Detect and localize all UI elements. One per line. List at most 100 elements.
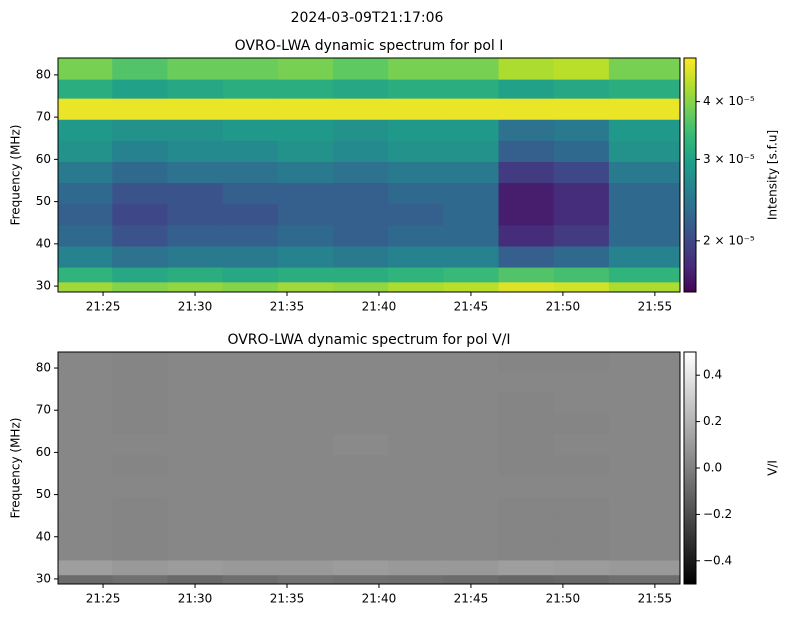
colorbar-step xyxy=(684,287,696,289)
heatmap-cell xyxy=(608,574,680,584)
colorbar-step xyxy=(684,217,696,219)
heatmap-cell xyxy=(498,352,555,373)
colorbar-step xyxy=(684,547,696,549)
heatmap-cell xyxy=(277,517,334,540)
colorbar-step xyxy=(684,165,696,167)
x-tick-label: 21:45 xyxy=(454,592,489,606)
colorbar-step xyxy=(684,79,696,81)
colorbar-step xyxy=(684,543,696,545)
heatmap-cell xyxy=(388,559,444,576)
heatmap-cell xyxy=(222,559,279,576)
colorbar-step xyxy=(684,214,696,216)
heatmap-cell xyxy=(222,98,279,120)
colorbar-step xyxy=(684,70,696,72)
colorbar-step xyxy=(684,187,696,189)
colorbar-step xyxy=(684,276,696,278)
heatmap-cell xyxy=(167,475,224,498)
colorbar-step xyxy=(684,538,696,540)
colorbar-step xyxy=(684,411,696,413)
heatmap-cell xyxy=(608,372,680,392)
colorbar-step xyxy=(684,435,696,437)
heatmap-cell xyxy=(443,475,500,498)
heatmap-cell xyxy=(498,475,555,498)
colorbar-step xyxy=(684,566,696,568)
heatmap-cell xyxy=(498,98,555,120)
colorbar-step xyxy=(684,564,696,566)
colorbar-step xyxy=(684,450,696,452)
heatmap-cell xyxy=(553,559,610,576)
heatmap-cell xyxy=(443,98,500,120)
heatmap-cell xyxy=(608,182,680,205)
colorbar-step xyxy=(684,234,696,236)
heatmap-cell xyxy=(553,517,610,540)
colorbar-step xyxy=(684,190,696,192)
colorbar-step xyxy=(684,439,696,441)
colorbar-step xyxy=(684,71,696,73)
heatmap-cell xyxy=(443,267,500,283)
heatmap-cell xyxy=(167,140,224,162)
heatmap-cell xyxy=(332,412,389,434)
heatmap-cell xyxy=(608,203,680,226)
heatmap-cell xyxy=(167,559,224,576)
heatmap-cell xyxy=(498,267,555,283)
heatmap-cell xyxy=(332,391,389,413)
colorbar-step xyxy=(684,467,696,469)
colorbar-step xyxy=(684,138,696,140)
colorbar-step xyxy=(684,201,696,203)
heatmap-cell xyxy=(443,119,500,141)
colorbar-step xyxy=(684,453,696,455)
colorbar-step xyxy=(684,109,696,111)
heatmap-cell xyxy=(608,496,680,519)
heatmap-cell xyxy=(332,352,389,373)
heatmap-cell xyxy=(388,475,444,498)
heatmap-cell xyxy=(443,161,500,184)
heatmap-cell xyxy=(167,203,224,226)
colorbar-step xyxy=(684,404,696,406)
colorbar-step xyxy=(684,215,696,217)
heatmap-cell xyxy=(498,412,555,434)
colorbar-step xyxy=(684,486,696,488)
colorbar-step xyxy=(684,266,696,268)
colorbar-step xyxy=(684,530,696,532)
colorbar-step xyxy=(684,196,696,198)
colorbar-step xyxy=(684,512,696,514)
colorbar-step xyxy=(684,567,696,569)
x-tick-label: 21:50 xyxy=(546,300,581,314)
colorbar-step xyxy=(684,174,696,176)
colorbar-step xyxy=(684,375,696,377)
heatmap-cell xyxy=(443,559,500,576)
colorbar-step xyxy=(684,477,696,479)
heatmap-cell xyxy=(388,98,444,120)
colorbar-step xyxy=(684,107,696,109)
heatmap-cell xyxy=(112,58,168,80)
colorbar-step xyxy=(684,124,696,126)
heatmap-cell xyxy=(58,517,113,540)
heatmap-cell xyxy=(58,454,113,477)
heatmap-cell xyxy=(332,98,389,120)
colorbar-step xyxy=(684,272,696,274)
heatmap-cell xyxy=(498,182,555,205)
colorbar-step xyxy=(684,208,696,210)
y-axis-label: Frequency (MHz) xyxy=(9,125,23,226)
heatmap-cell xyxy=(167,79,224,99)
colorbar-step xyxy=(684,417,696,419)
colorbar-step xyxy=(684,284,696,286)
colorbar-step xyxy=(684,371,696,373)
colorbar-step xyxy=(684,59,696,61)
colorbar-step xyxy=(684,414,696,416)
heatmap-cell xyxy=(277,267,334,283)
colorbar-step xyxy=(684,118,696,120)
colorbar-step xyxy=(684,203,696,205)
heatmap-cell xyxy=(332,454,389,477)
heatmap-cell xyxy=(553,182,610,205)
colorbar-step xyxy=(684,164,696,166)
colorbar-step xyxy=(684,134,696,136)
heatmap-cell xyxy=(388,79,444,99)
colorbar-step xyxy=(684,423,696,425)
colorbar-step xyxy=(684,86,696,88)
heatmap-cell xyxy=(277,224,334,247)
colorbar-step xyxy=(684,455,696,457)
colorbar-step xyxy=(684,553,696,555)
heatmap-cell xyxy=(112,372,168,392)
colorbar-step xyxy=(684,274,696,276)
